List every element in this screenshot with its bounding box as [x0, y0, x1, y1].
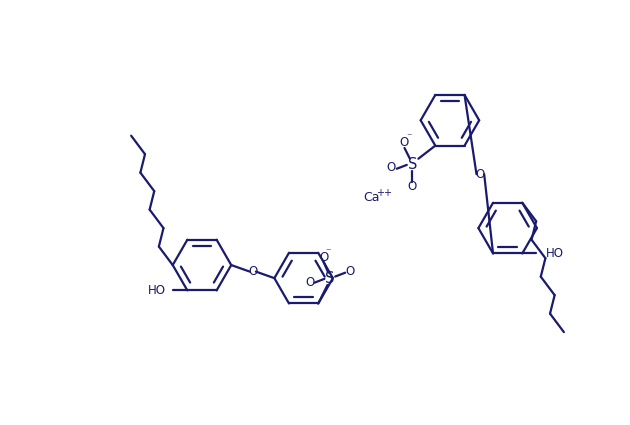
- Text: ++: ++: [377, 188, 392, 198]
- Text: O: O: [476, 168, 485, 181]
- Text: O: O: [248, 265, 258, 278]
- Text: S: S: [408, 157, 417, 173]
- Text: O: O: [305, 276, 314, 289]
- Text: HO: HO: [546, 247, 563, 260]
- Text: O: O: [319, 251, 328, 264]
- Text: O: O: [408, 180, 417, 193]
- Text: Ca: Ca: [363, 191, 380, 204]
- Text: ⁻: ⁻: [326, 247, 331, 257]
- Text: HO: HO: [148, 284, 166, 297]
- Text: O: O: [387, 162, 396, 175]
- Text: ⁻: ⁻: [406, 132, 412, 142]
- Text: O: O: [400, 136, 409, 149]
- Text: S: S: [325, 271, 335, 286]
- Text: O: O: [345, 266, 355, 278]
